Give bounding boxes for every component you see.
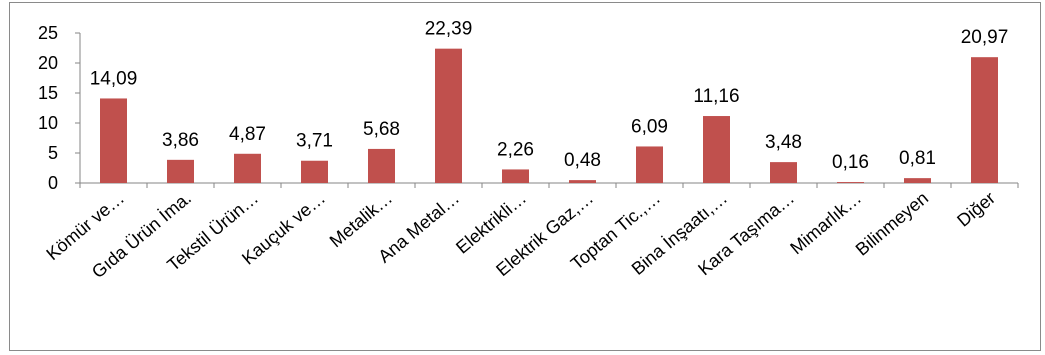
bar <box>301 160 328 183</box>
y-tick-label: 25 <box>38 23 58 43</box>
bar <box>502 169 529 183</box>
bar <box>435 48 462 183</box>
y-tick-label: 0 <box>48 173 58 193</box>
y-tick-label: 5 <box>48 143 58 163</box>
y-tick-label: 20 <box>38 53 58 73</box>
bar <box>837 182 864 183</box>
bar <box>971 57 998 183</box>
bar <box>100 98 127 183</box>
bars <box>100 48 998 183</box>
bar <box>167 159 194 183</box>
y-tick-label: 15 <box>38 83 58 103</box>
data-label: 0,48 <box>564 150 601 171</box>
data-label: 6,09 <box>631 116 668 137</box>
data-label: 20,97 <box>961 27 1009 48</box>
bar <box>636 146 663 183</box>
data-label: 22,39 <box>425 19 473 40</box>
bar <box>569 180 596 183</box>
data-labels: 14,09 3,86 4,87 3,71 5,68 22,39 2,26 0,48 6,09 11… <box>90 19 1009 173</box>
category-label: Bilinmeyen <box>852 188 932 260</box>
data-label: 11,16 <box>693 86 739 107</box>
bar <box>234 153 261 183</box>
category-labels: Kömür ve…Gıda Ürün İma.Tekstil Ürün…Kauç… <box>42 188 999 282</box>
data-label: 3,71 <box>296 131 333 152</box>
bar <box>368 148 395 183</box>
data-label: 0,16 <box>832 152 869 173</box>
data-label: 14,09 <box>90 68 138 89</box>
category-label: Mimarlık… <box>786 188 865 259</box>
data-label: 3,48 <box>765 132 802 153</box>
data-label: 5,68 <box>363 119 400 140</box>
y-tick-label: 10 <box>38 113 58 133</box>
bar <box>770 162 797 183</box>
bar <box>904 178 931 183</box>
category-label: Diğer <box>953 188 999 231</box>
bar <box>703 116 730 183</box>
data-label: 4,87 <box>229 124 266 145</box>
data-label: 2,26 <box>497 139 534 160</box>
data-label: 0,81 <box>899 148 936 169</box>
data-label: 3,86 <box>162 130 199 151</box>
